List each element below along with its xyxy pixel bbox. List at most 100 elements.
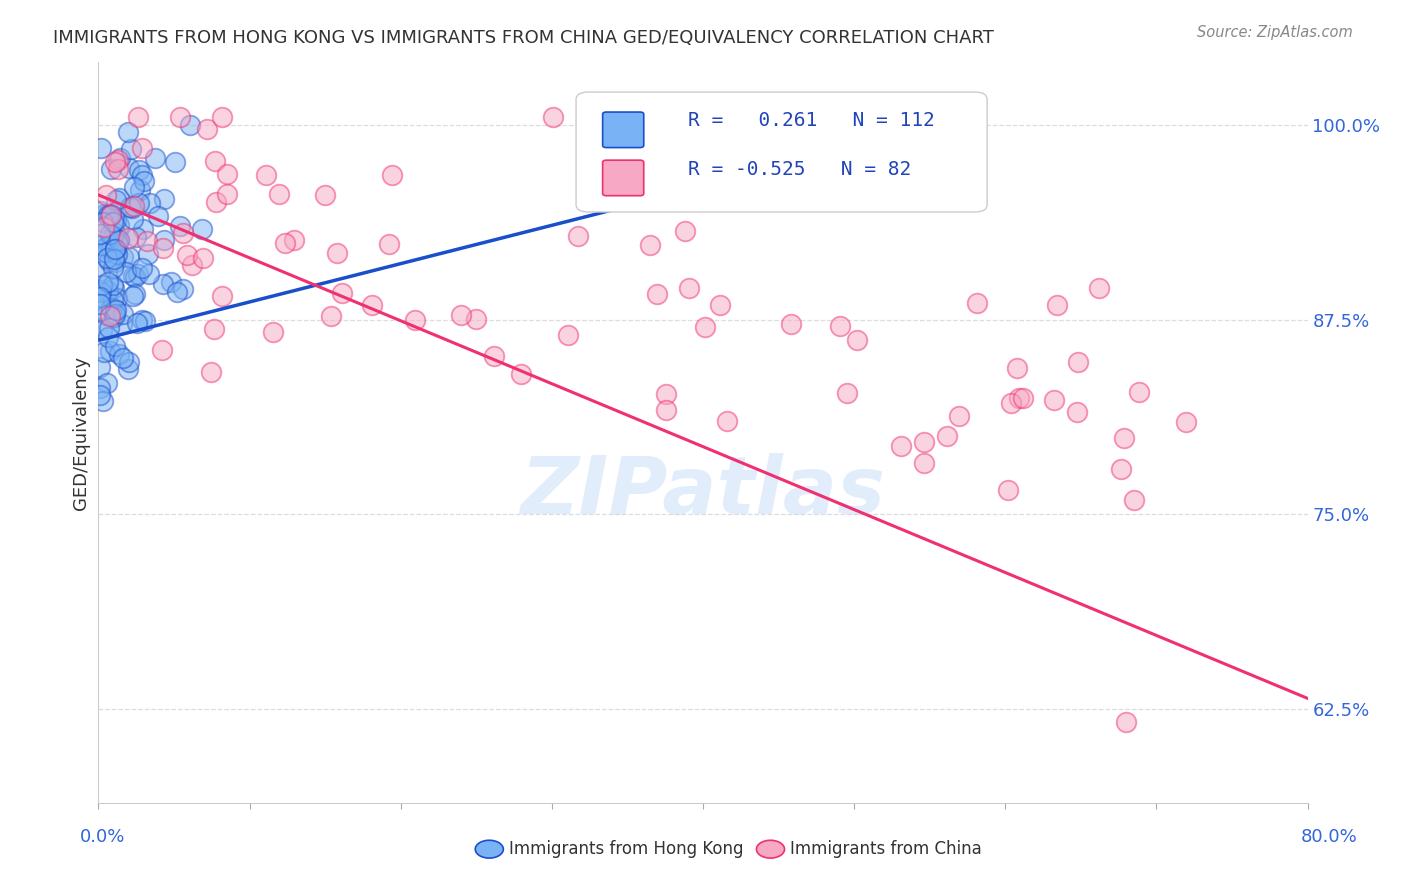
FancyBboxPatch shape <box>603 112 644 147</box>
Point <box>100 242 122 256</box>
Point <box>101 293 124 308</box>
Point <box>105 236 128 251</box>
Point <box>166 285 188 299</box>
Point <box>127 110 149 124</box>
Point <box>966 296 988 310</box>
Point <box>143 151 166 165</box>
Point <box>107 219 129 233</box>
Point <box>1000 395 1022 409</box>
Point <box>181 258 204 272</box>
Point <box>105 247 128 261</box>
Point <box>104 301 127 316</box>
Point <box>134 314 156 328</box>
Point <box>152 277 174 292</box>
Point <box>262 325 284 339</box>
Point <box>1012 391 1035 405</box>
Point <box>93 215 115 229</box>
Point <box>105 234 128 248</box>
Point <box>131 313 153 327</box>
Point <box>828 318 851 333</box>
Point <box>100 301 122 315</box>
Point <box>114 265 136 279</box>
Point <box>274 236 297 251</box>
Point <box>104 242 127 256</box>
Text: 80.0%: 80.0% <box>1301 828 1357 846</box>
Point <box>172 226 194 240</box>
Text: IMMIGRANTS FROM HONG KONG VS IMMIGRANTS FROM CHINA GED/EQUIVALENCY CORRELATION C: IMMIGRANTS FROM HONG KONG VS IMMIGRANTS … <box>53 29 994 46</box>
Point <box>267 186 290 201</box>
Point <box>997 483 1019 497</box>
Point <box>107 162 129 177</box>
Point <box>1174 415 1197 429</box>
Text: Immigrants from China: Immigrants from China <box>790 840 981 858</box>
Point <box>678 281 700 295</box>
Point <box>91 393 114 408</box>
Point <box>1066 405 1088 419</box>
Point <box>124 269 146 284</box>
Point <box>1112 431 1135 445</box>
Point <box>117 362 139 376</box>
Point <box>935 428 957 442</box>
Point <box>98 321 121 335</box>
Point <box>97 275 120 289</box>
Point <box>450 308 472 322</box>
Point <box>1128 384 1150 399</box>
Point <box>89 381 111 395</box>
Point <box>108 233 131 247</box>
Point <box>125 230 148 244</box>
Point <box>132 174 155 188</box>
Point <box>835 386 858 401</box>
Point <box>361 297 384 311</box>
Point <box>202 322 225 336</box>
Point <box>136 234 159 248</box>
Text: Source: ZipAtlas.com: Source: ZipAtlas.com <box>1197 25 1353 40</box>
Point <box>93 219 115 234</box>
Point <box>124 199 146 213</box>
Point <box>94 207 117 221</box>
Point <box>117 231 139 245</box>
Point <box>169 219 191 233</box>
Text: Immigrants from Hong Kong: Immigrants from Hong Kong <box>509 840 744 858</box>
Point <box>948 409 970 423</box>
Point <box>1008 391 1031 405</box>
Point <box>96 239 118 253</box>
Point <box>104 212 127 227</box>
Point <box>380 168 402 182</box>
Point <box>314 188 336 202</box>
Point <box>105 242 128 256</box>
Point <box>131 260 153 275</box>
Point <box>645 286 668 301</box>
Point <box>482 349 505 363</box>
Point <box>107 347 129 361</box>
Point <box>98 209 121 223</box>
Point <box>217 186 239 201</box>
Point <box>128 195 150 210</box>
Point <box>716 414 738 428</box>
Point <box>465 312 488 326</box>
Point <box>101 228 124 243</box>
Y-axis label: GED/Equivalency: GED/Equivalency <box>72 356 90 509</box>
Point <box>110 317 132 331</box>
Point <box>510 367 533 381</box>
Point <box>104 303 127 318</box>
Point <box>211 288 233 302</box>
Point <box>112 351 135 365</box>
Point <box>91 238 114 252</box>
Point <box>153 192 176 206</box>
Point <box>97 285 120 299</box>
Point <box>117 124 139 138</box>
Point <box>118 161 141 175</box>
Point <box>150 343 173 357</box>
Point <box>122 211 145 226</box>
Point <box>172 282 194 296</box>
Point <box>675 224 697 238</box>
Point <box>118 200 141 214</box>
Point <box>191 221 214 235</box>
Point <box>124 287 146 301</box>
Point <box>1109 462 1132 476</box>
Point <box>557 327 579 342</box>
Point <box>90 285 112 300</box>
Point <box>160 275 183 289</box>
Point <box>104 308 127 322</box>
Point <box>404 313 426 327</box>
